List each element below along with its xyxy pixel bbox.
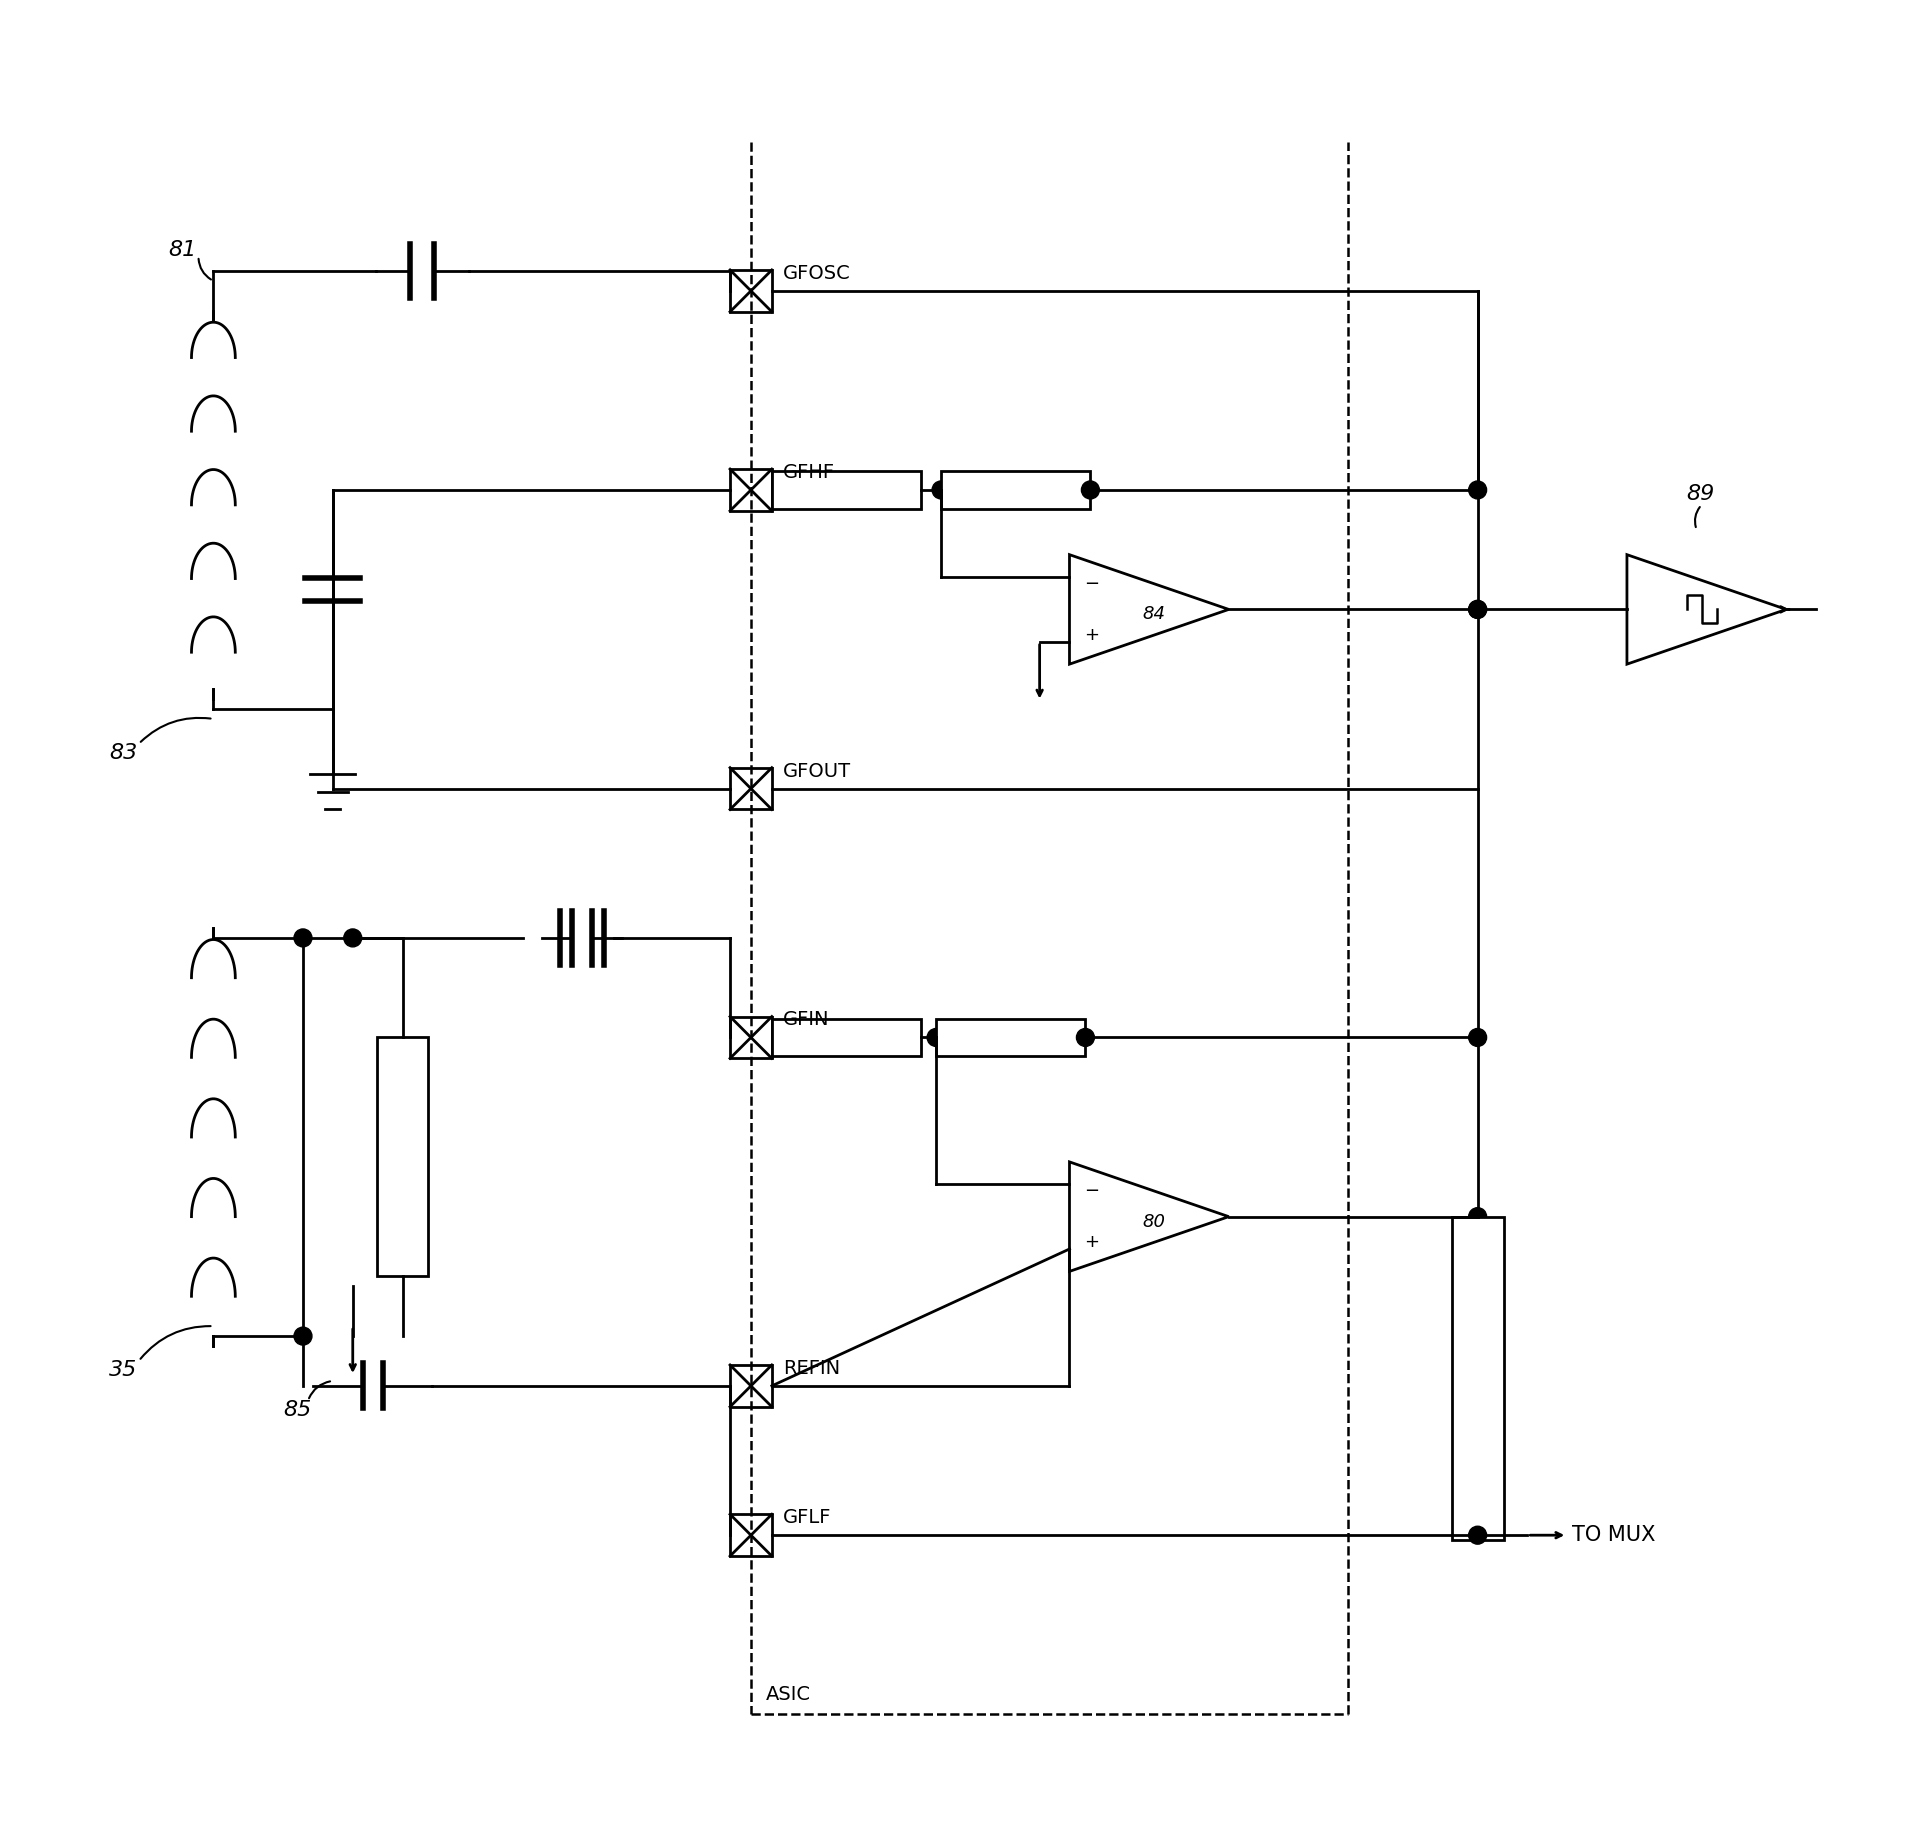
Text: 84: 84 bbox=[1143, 605, 1166, 623]
Circle shape bbox=[295, 1327, 312, 1345]
Circle shape bbox=[1468, 1208, 1487, 1226]
Circle shape bbox=[1081, 482, 1099, 498]
Text: GFOSC: GFOSC bbox=[783, 265, 850, 283]
Text: TO MUX: TO MUX bbox=[1571, 1526, 1656, 1546]
Bar bbox=[936, 1018, 1085, 1057]
Text: 89: 89 bbox=[1686, 483, 1715, 504]
Circle shape bbox=[1468, 1029, 1487, 1046]
Bar bbox=[771, 1018, 921, 1057]
Circle shape bbox=[1468, 601, 1487, 618]
Circle shape bbox=[932, 482, 949, 498]
Bar bbox=[729, 1016, 771, 1059]
Bar bbox=[942, 471, 1091, 509]
Bar bbox=[729, 1366, 771, 1406]
Bar bbox=[729, 1515, 771, 1557]
Text: 81: 81 bbox=[168, 241, 197, 259]
Bar bbox=[1451, 1217, 1504, 1540]
Circle shape bbox=[1468, 1526, 1487, 1544]
Text: GFLF: GFLF bbox=[783, 1509, 831, 1527]
Circle shape bbox=[1468, 482, 1487, 498]
Text: +: + bbox=[1083, 625, 1099, 643]
Text: 35: 35 bbox=[109, 1360, 138, 1380]
Bar bbox=[771, 471, 921, 509]
Text: REFIN: REFIN bbox=[783, 1358, 840, 1378]
Text: 80: 80 bbox=[1143, 1213, 1166, 1231]
Circle shape bbox=[926, 1029, 946, 1046]
Bar bbox=[377, 1037, 429, 1276]
Text: −: − bbox=[1083, 575, 1099, 594]
Circle shape bbox=[345, 928, 362, 947]
Text: ASIC: ASIC bbox=[766, 1685, 812, 1704]
Polygon shape bbox=[1627, 555, 1786, 664]
Text: 85: 85 bbox=[283, 1401, 312, 1419]
Circle shape bbox=[1076, 1029, 1095, 1046]
Text: 83: 83 bbox=[109, 743, 138, 763]
Polygon shape bbox=[1070, 1162, 1229, 1272]
Text: −: − bbox=[1083, 1182, 1099, 1200]
Text: GFHF: GFHF bbox=[783, 463, 835, 482]
Circle shape bbox=[295, 928, 312, 947]
Text: GFIN: GFIN bbox=[783, 1011, 829, 1029]
Bar bbox=[729, 768, 771, 809]
Text: +: + bbox=[1083, 1233, 1099, 1252]
Text: GFOUT: GFOUT bbox=[783, 761, 852, 781]
Circle shape bbox=[1468, 601, 1487, 618]
Bar bbox=[729, 469, 771, 511]
Bar bbox=[729, 270, 771, 312]
Polygon shape bbox=[1070, 555, 1229, 664]
